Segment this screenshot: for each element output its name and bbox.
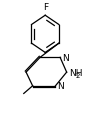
Text: N: N <box>62 53 69 62</box>
Text: F: F <box>43 3 48 12</box>
Text: NH: NH <box>69 68 82 77</box>
Text: N: N <box>57 82 64 91</box>
Text: 2: 2 <box>75 72 79 78</box>
